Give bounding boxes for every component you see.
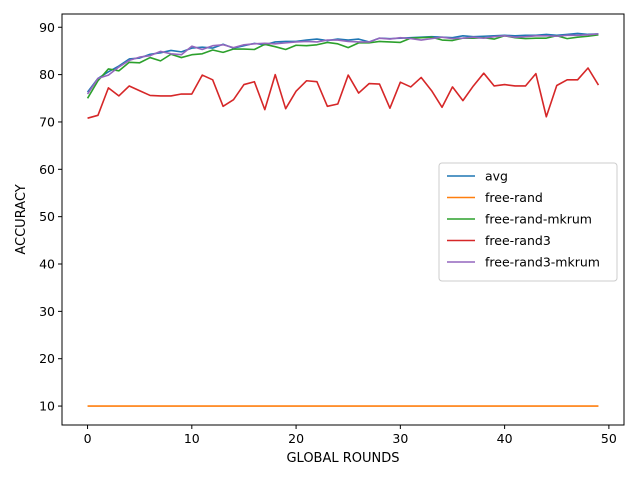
- legend-label: free-rand-mkrum: [485, 212, 592, 227]
- y-tick-label: 30: [39, 304, 55, 319]
- plot-frame: [61, 13, 625, 426]
- y-axis-label: ACCURACY: [14, 184, 29, 254]
- legend-label: free-rand3: [485, 233, 551, 248]
- legend-label: avg: [485, 169, 508, 184]
- y-tick-label: 60: [39, 162, 55, 177]
- y-tick-label: 40: [39, 257, 55, 272]
- x-axis-label: GLOBAL ROUNDS: [286, 451, 399, 466]
- y-tick-label: 70: [39, 114, 55, 129]
- x-tick-label: 10: [184, 431, 200, 446]
- y-tick-label: 10: [39, 399, 55, 414]
- plot-lines: [86, 32, 600, 407]
- legend-label: free-rand3-mkrum: [485, 255, 600, 270]
- y-tick-label: 20: [39, 351, 55, 366]
- x-tick-label: 40: [497, 431, 513, 446]
- legend-box: [438, 162, 618, 282]
- x-tick-label: 20: [288, 431, 304, 446]
- y-tick-label: 90: [39, 20, 55, 35]
- y-tick-label: 80: [39, 67, 55, 82]
- y-tick-label: 50: [39, 209, 55, 224]
- series-line-free-rand3: [87, 67, 600, 119]
- series-line-avg: [86, 32, 599, 93]
- series-line-free-rand3-mkrum: [86, 33, 599, 95]
- x-tick-label: 0: [84, 431, 92, 446]
- legend: avg free-rand free-rand-mkrum free-rand3 fre…: [438, 162, 618, 282]
- y-axis: 10 20 30 40 50 60 70 80 90: [39, 20, 62, 414]
- x-axis: 0 10 20 30 40 50: [84, 425, 617, 446]
- legend-label: free-rand: [485, 190, 543, 205]
- x-tick-label: 30: [392, 431, 408, 446]
- x-tick-label: 50: [601, 431, 617, 446]
